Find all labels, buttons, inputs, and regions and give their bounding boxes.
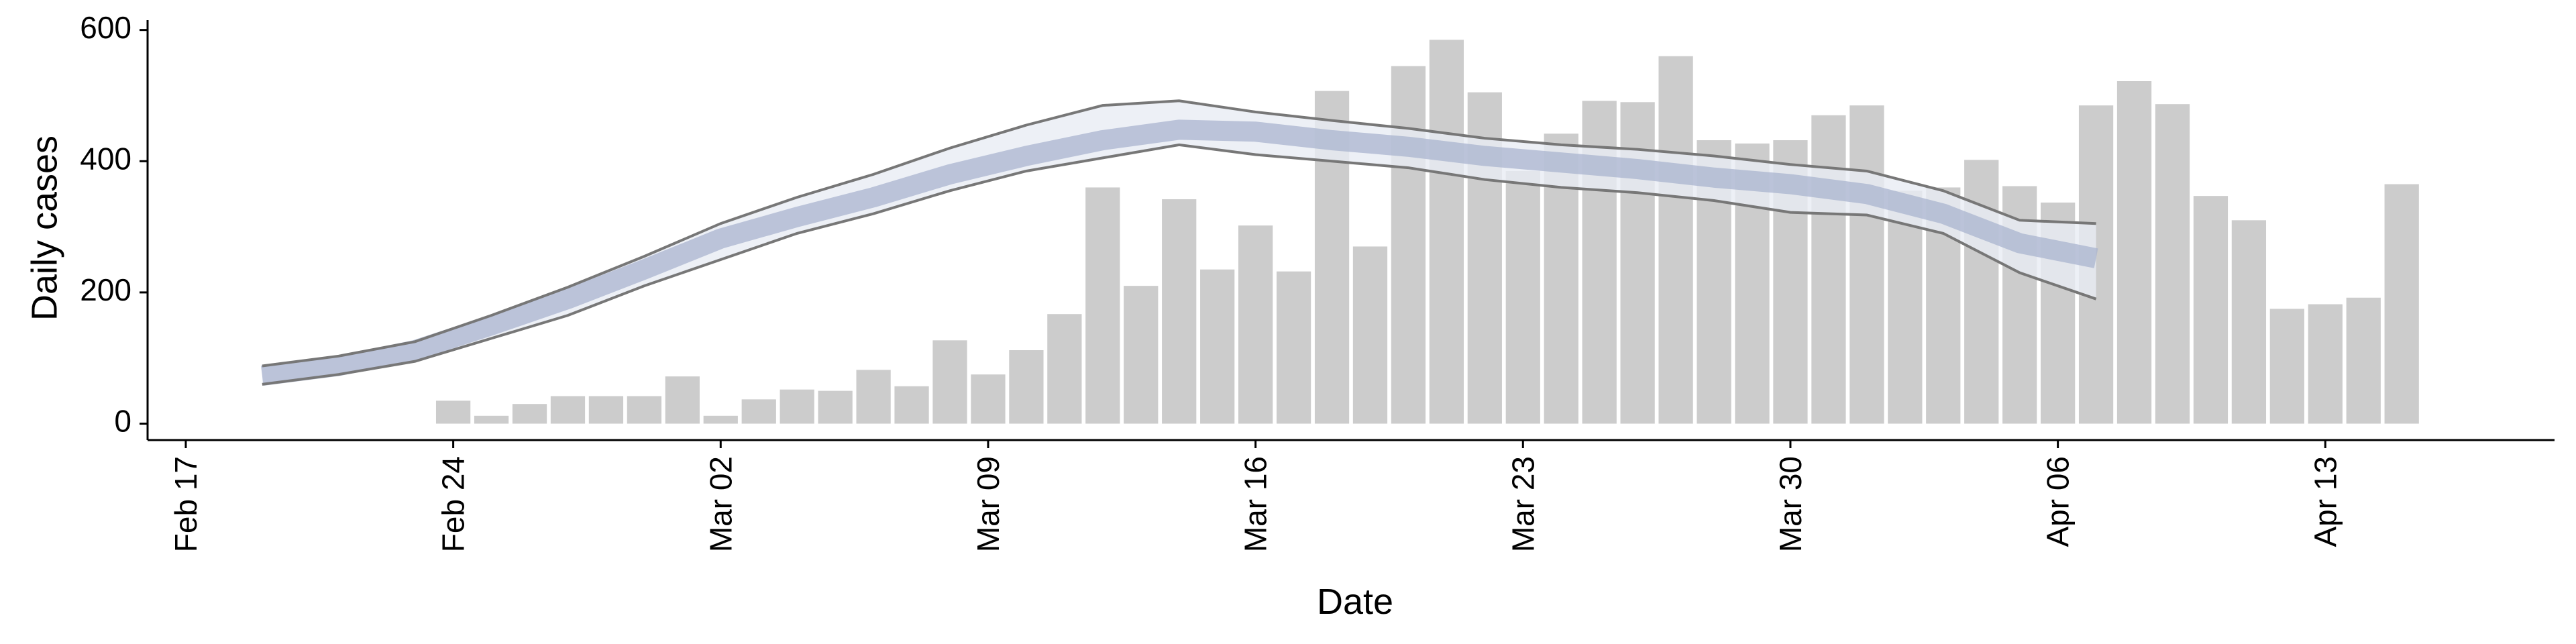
bar bbox=[1429, 40, 1464, 424]
bound-line bbox=[262, 143, 2097, 386]
x-tick-label: Apr 06 bbox=[2041, 456, 2076, 547]
bar bbox=[1811, 115, 1846, 424]
median-line bbox=[260, 119, 2098, 386]
bar bbox=[2269, 309, 2304, 424]
bar bbox=[1009, 350, 1044, 424]
x-tick-label: Apr 13 bbox=[2308, 456, 2343, 547]
bar bbox=[2193, 196, 2229, 424]
bar bbox=[474, 415, 509, 424]
bar bbox=[627, 396, 662, 424]
x-tick-label: Feb 17 bbox=[168, 456, 203, 552]
bar bbox=[856, 370, 891, 424]
bar bbox=[1162, 199, 1197, 424]
bar bbox=[1888, 191, 1923, 424]
bar bbox=[1047, 314, 1082, 424]
x-tick-label: Mar 30 bbox=[1773, 456, 1808, 552]
bar bbox=[2384, 184, 2419, 424]
bar bbox=[665, 376, 700, 424]
bar bbox=[1658, 56, 1693, 424]
x-tick-label: Mar 02 bbox=[703, 456, 738, 552]
y-tick-label: 200 bbox=[80, 272, 131, 307]
bar bbox=[1200, 269, 1235, 424]
x-tick-label: Mar 09 bbox=[971, 456, 1006, 552]
bar bbox=[1849, 105, 1884, 424]
y-tick-label: 0 bbox=[114, 404, 131, 439]
bar bbox=[1276, 271, 1311, 424]
y-tick-label: 400 bbox=[80, 141, 131, 176]
bar bbox=[703, 415, 738, 424]
bar bbox=[894, 386, 929, 424]
y-axis-title: Daily cases bbox=[24, 136, 64, 321]
bar bbox=[818, 390, 853, 424]
bar bbox=[1505, 170, 1540, 424]
bar bbox=[512, 404, 547, 424]
bar bbox=[1238, 225, 1273, 424]
bound-line bbox=[262, 99, 2096, 368]
bar bbox=[588, 396, 624, 424]
bar bbox=[550, 396, 586, 424]
x-tick-label: Mar 16 bbox=[1238, 456, 1273, 552]
x-axis-title: Date bbox=[1317, 582, 1393, 622]
x-tick-label: Mar 23 bbox=[1505, 456, 1540, 552]
x-tick-label: Feb 24 bbox=[436, 456, 471, 552]
bar bbox=[741, 399, 776, 424]
bar bbox=[780, 389, 814, 424]
bar bbox=[2346, 297, 2381, 424]
bar bbox=[932, 340, 967, 424]
bar bbox=[971, 374, 1006, 424]
bar bbox=[1085, 187, 1120, 424]
bar bbox=[435, 400, 471, 424]
bar bbox=[1352, 246, 1388, 424]
bar bbox=[2116, 80, 2152, 424]
y-tick-label: 600 bbox=[80, 10, 131, 45]
bar bbox=[2231, 220, 2267, 424]
bar bbox=[2308, 304, 2343, 424]
bar bbox=[1391, 66, 1426, 424]
bar bbox=[2155, 104, 2190, 424]
bar bbox=[1124, 286, 1159, 424]
